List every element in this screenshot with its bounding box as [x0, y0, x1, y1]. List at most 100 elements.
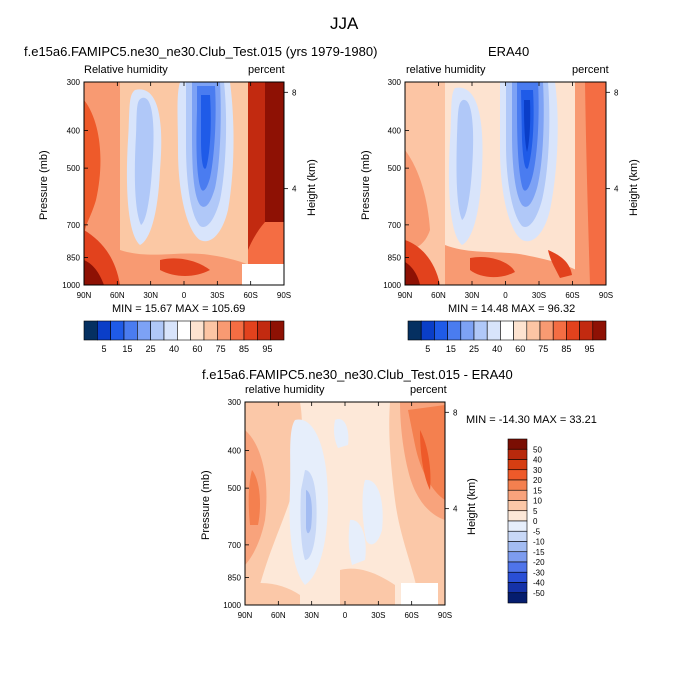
- panel2-title: ERA40: [488, 44, 530, 59]
- colorbar1-swatch: [137, 320, 151, 341]
- x-tick-label: 60N: [271, 611, 286, 620]
- colorbar3-swatch: [507, 469, 528, 481]
- x-tick-label: 90S: [438, 611, 452, 620]
- colorbar2-swatch: [552, 320, 567, 341]
- colorbar1-swatch: [150, 320, 165, 341]
- panel3-title: f.e15a6.FAMIPC5.ne30_ne30.Club_Test.015 …: [202, 367, 513, 382]
- colorbar3-swatch: [507, 489, 528, 501]
- colorbar2-swatch: [407, 320, 422, 341]
- colorbar1-label: 60: [192, 344, 202, 354]
- colorbar3-swatch: [507, 459, 528, 471]
- colorbar3-label: -50: [533, 589, 545, 598]
- colorbar3-swatch: [507, 530, 528, 542]
- colorbar1-label: 25: [146, 344, 156, 354]
- colorbar2-label: 75: [538, 344, 548, 354]
- x-tick-label: 30S: [371, 611, 385, 620]
- colorbar3-label: -5: [533, 527, 541, 536]
- y-tick-label: 500: [388, 164, 402, 173]
- y-right-tick-label: 4: [614, 185, 619, 194]
- x-tick-label: 90S: [599, 291, 613, 300]
- panel1-title: f.e15a6.FAMIPC5.ne30_ne30.Club_Test.015 …: [24, 44, 378, 59]
- colorbar2-swatch: [473, 320, 488, 341]
- y-right-tick-label: 4: [292, 185, 297, 194]
- panel1-right-label: percent: [248, 64, 285, 76]
- colorbar1-swatch: [203, 320, 218, 341]
- colorbar1-label: 5: [101, 344, 106, 354]
- y-tick-label: 400: [67, 127, 81, 136]
- colorbar2-label: 25: [469, 344, 479, 354]
- x-tick-label: 0: [503, 291, 508, 300]
- y-tick-label: 500: [228, 484, 242, 493]
- colorbar2-swatch: [434, 320, 448, 341]
- y-tick-label: 700: [388, 221, 402, 230]
- y-tick-label: 300: [67, 78, 81, 87]
- colorbar1-swatch: [270, 320, 285, 341]
- x-tick-label: 30S: [210, 291, 224, 300]
- y-tick-label: 850: [388, 254, 402, 263]
- colorbar1-swatch: [243, 320, 258, 341]
- colorbar3-swatch: [507, 541, 528, 553]
- colorbar2-swatch: [513, 320, 528, 341]
- colorbar2-swatch: [447, 320, 462, 341]
- panel2-minmax: MIN = 14.48 MAX = 96.32: [448, 303, 576, 315]
- panel1-left-label: Relative humidity: [84, 64, 168, 76]
- y-tick-label: 700: [228, 541, 242, 550]
- panel2-left-label: relative humidity: [406, 64, 486, 76]
- colorbar2-swatch: [500, 320, 514, 341]
- x-tick-label: 30N: [304, 611, 319, 620]
- colorbar3-swatch: [507, 571, 528, 583]
- colorbar3-swatch: [507, 479, 528, 491]
- y-right-tick-label: 8: [292, 88, 297, 97]
- panel3-field: [245, 402, 445, 605]
- colorbar2-label: 15: [446, 344, 456, 354]
- colorbar3-swatch: [507, 561, 528, 573]
- colorbar3-swatch: [507, 438, 528, 450]
- colorbar3-swatch: [507, 582, 528, 594]
- x-tick-label: 60N: [431, 291, 446, 300]
- colorbar2-swatch: [592, 320, 607, 341]
- colorbar2-swatch: [539, 320, 554, 341]
- colorbar3-swatch: [507, 592, 528, 604]
- colorbar3-label: 15: [533, 486, 542, 495]
- colorbar1-label: 75: [216, 344, 226, 354]
- x-tick-label: 60S: [565, 291, 579, 300]
- colorbar3-label: 10: [533, 497, 542, 506]
- x-tick-label: 90S: [277, 291, 291, 300]
- colorbar2-label: 95: [584, 344, 594, 354]
- colorbar2-swatch: [460, 320, 475, 341]
- colorbar3-swatch: [507, 448, 528, 460]
- x-tick-label: 0: [182, 291, 187, 300]
- colorbar1-label: 85: [239, 344, 249, 354]
- colorbar3-label: 40: [533, 456, 542, 465]
- colorbar3-label: -10: [533, 538, 545, 547]
- colorbar3-label: 5: [533, 507, 538, 516]
- y-tick-label: 300: [388, 78, 402, 87]
- colorbar1-swatch: [97, 320, 111, 341]
- colorbar1-swatch: [217, 320, 231, 341]
- x-tick-label: 90N: [398, 291, 413, 300]
- x-tick-label: 90N: [238, 611, 253, 620]
- y-right-tick-label: 4: [453, 505, 458, 514]
- figure-title: JJA: [330, 14, 359, 33]
- colorbar3-swatch: [507, 500, 528, 512]
- y-tick-label: 1000: [223, 601, 241, 610]
- colorbar2-label: 40: [492, 344, 502, 354]
- x-tick-label: 30S: [532, 291, 546, 300]
- colorbar2-swatch: [420, 320, 435, 341]
- x-tick-label: 90N: [77, 291, 92, 300]
- y-tick-label: 700: [67, 221, 81, 230]
- colorbar1-swatch: [83, 320, 98, 341]
- panel3-right-label: percent: [410, 384, 447, 396]
- colorbar1-swatch: [110, 320, 125, 341]
- y-tick-label: 1000: [62, 281, 80, 290]
- colorbar2-swatch: [486, 320, 501, 341]
- colorbar1-swatch: [190, 320, 205, 341]
- colorbar1-label: 15: [122, 344, 132, 354]
- x-tick-label: 30N: [465, 291, 480, 300]
- colorbar3-label: 20: [533, 476, 542, 485]
- colorbar3-label: 0: [533, 517, 538, 526]
- colorbar3-label: -20: [533, 558, 545, 567]
- colorbar1-label: 95: [262, 344, 272, 354]
- colorbar3-swatch: [507, 551, 528, 563]
